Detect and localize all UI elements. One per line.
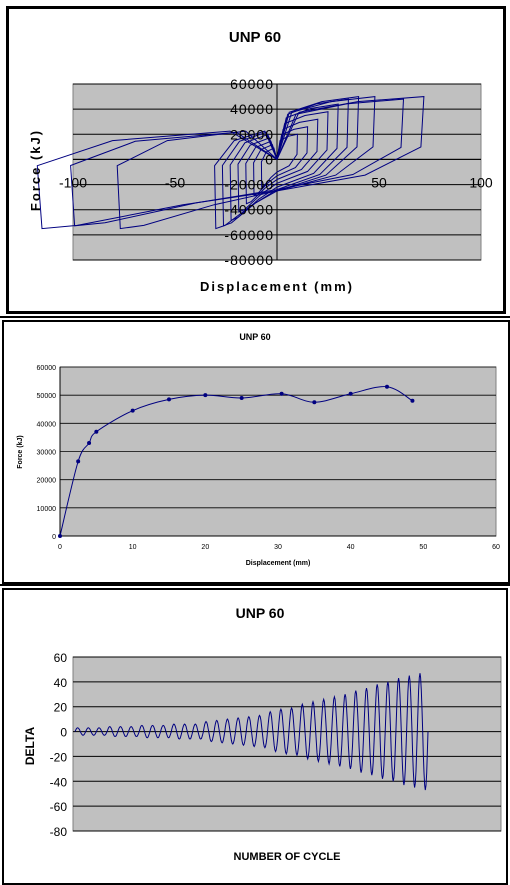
y-tick-label: 60000 (37, 365, 57, 372)
data-point (385, 384, 389, 389)
x-tick-label: 50 (419, 544, 427, 551)
chart-title: UNP 60 (229, 29, 281, 46)
y-tick-label: 40 (54, 676, 68, 690)
y-tick-label: -60000 (224, 227, 274, 243)
x-tick-label: 30 (274, 544, 282, 551)
data-point (58, 534, 62, 538)
chart-frame (2, 588, 508, 885)
y-tick-label: -20000 (224, 177, 274, 193)
data-point (348, 391, 353, 396)
y-tick-label: -20 (50, 750, 68, 764)
x-tick-label: 60 (492, 544, 500, 551)
y-tick-label: 10000 (37, 506, 57, 513)
data-point (94, 429, 99, 434)
x-tick-label: 50 (371, 174, 387, 190)
x-axis-label: Displacement (mm) (246, 560, 311, 567)
x-axis-label: NUMBER OF CYCLE (234, 851, 341, 863)
data-point (410, 398, 415, 403)
data-point (203, 393, 208, 398)
y-tick-label: -60 (50, 800, 68, 814)
plot-area (72, 656, 502, 832)
y-tick-label: 0 (52, 534, 56, 541)
chart-title: UNP 60 (236, 605, 285, 621)
y-tick-label: 20 (54, 701, 68, 715)
y-axis-label: Force (kJ) (17, 435, 24, 468)
y-tick-label: 60000 (230, 76, 274, 92)
hysteresis-loop (260, 133, 298, 188)
hysteresis-loop (221, 98, 349, 227)
hysteresis-loop (70, 98, 405, 227)
y-tick-label: -80000 (224, 252, 274, 268)
y-tick-label: -40000 (224, 202, 274, 218)
y-tick-label: 60 (54, 651, 68, 665)
x-tick-label: 0 (58, 544, 62, 551)
y-tick-label: 40000 (37, 421, 57, 428)
y-tick-label: 30000 (37, 450, 57, 457)
envelope-chart-panel: 60000 50000 40000 30000 20000 10000 0 0 10 20 30 40… (0, 318, 510, 586)
series-line (74, 673, 429, 791)
data-point (76, 459, 81, 464)
x-tick-label: 10 (129, 544, 137, 551)
data-point (239, 395, 244, 400)
data-point (87, 441, 92, 446)
y-tick-label: -80 (50, 825, 68, 839)
y-tick-label: 40000 (230, 101, 274, 117)
hysteresis-chart: 60000 40000 20000 0 -20000 -40000 -60000 -80000… (28, 29, 493, 294)
data-point (279, 391, 284, 396)
chart-title: UNP 60 (239, 332, 270, 342)
x-axis-label: Displacement (mm) (200, 279, 354, 294)
data-point (167, 397, 171, 402)
hysteresis-loop (245, 118, 319, 205)
chart-frame (6, 6, 506, 314)
y-tick-label: 20000 (37, 478, 57, 485)
cycle-chart: 60 40 20 0 -20 -40 -60 -80 UNP 60 NUMBER OF CYCLE… (23, 605, 502, 863)
y-tick-label: 0 (60, 726, 67, 740)
chart-frame (2, 320, 510, 584)
hysteresis-loop (36, 96, 425, 230)
hysteresis-loop (214, 96, 360, 230)
hysteresis-loop (253, 126, 309, 197)
hysteresis-loop (116, 96, 376, 230)
cycle-chart-panel: 60 40 20 0 -20 -40 -60 -80 UNP 60 NUMBER OF CYCLE… (0, 586, 510, 885)
envelope-chart: 60000 50000 40000 30000 20000 10000 00 10 20 30 40… (17, 332, 500, 567)
y-axis-label: DELTA (23, 727, 37, 766)
y-tick-label: -40 (50, 775, 68, 789)
data-point (130, 408, 135, 413)
x-tick-label: -50 (165, 174, 185, 190)
hysteresis-chart-panel: 60000 40000 20000 0 -20000 -40000 -60000 -80000… (0, 0, 510, 318)
y-tick-label: 50000 (37, 393, 57, 400)
data-point (312, 400, 317, 405)
hysteresis-loop (237, 111, 329, 213)
y-axis-label: Force (kJ) (28, 129, 43, 211)
y-tick-label: 0 (265, 151, 274, 167)
x-tick-label: 20 (201, 544, 209, 551)
x-tick-label: 100 (469, 174, 493, 190)
y-tick-label: 20000 (230, 126, 274, 142)
x-tick-label: 40 (347, 544, 355, 551)
x-tick-label: -100 (59, 174, 87, 190)
